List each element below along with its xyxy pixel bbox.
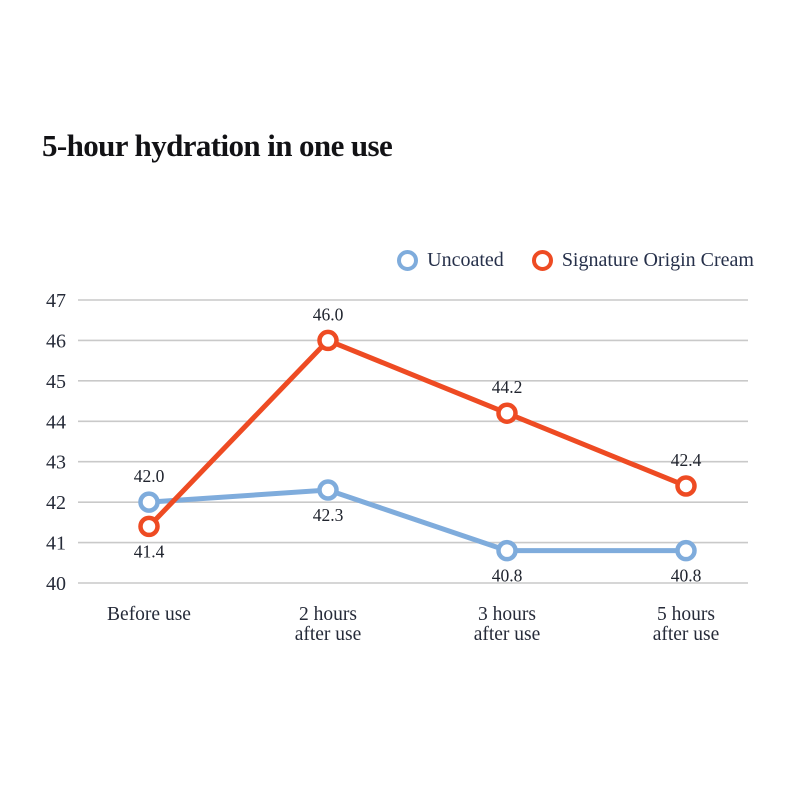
y-axis-tick: 44 [46,411,66,433]
uncoated-point-2 [496,539,518,562]
uncoated-point-0 [138,491,160,513]
x-axis-label: after use [295,624,362,645]
signature-origin-cream-point-2 [496,402,518,424]
y-axis-tick: 47 [46,290,66,312]
signature-origin-cream-point-1 [317,329,339,352]
legend-label-uncoated: Uncoated [427,249,504,271]
x-axis-label: after use [474,624,541,645]
y-axis-tick: 45 [46,371,66,393]
x-axis-label: after use [653,624,720,645]
signature-origin-cream-point-0 [138,515,160,538]
value-label: 44.2 [492,377,523,397]
value-label: 46.0 [313,304,344,324]
value-label: 42.3 [313,505,344,525]
uncoated-point-3 [675,539,697,562]
legend-item-signature-origin-cream: Signature Origin Cream [531,249,754,272]
legend: Uncoated Signature Origin Cream [397,249,754,272]
signature-origin-cream-ring-icon [531,250,553,271]
uncoated-line [148,487,686,554]
y-axis-tick: 42 [46,492,66,514]
x-axis-label: 2 hours [299,604,357,625]
x-axis-label: 3 hours [478,604,536,625]
value-label: 42.4 [671,450,702,470]
value-label: 42.0 [134,466,165,486]
uncoated-ring-icon [397,250,419,271]
y-axis-tick: 43 [46,452,66,474]
x-axis-label: 5 hours [657,604,715,625]
signature-origin-cream-line [147,337,687,529]
y-axis-tick: 40 [46,573,66,595]
signature-origin-cream-point-3 [675,475,697,497]
legend-label-signature-origin-cream: Signature Origin Cream [561,249,754,271]
value-label: 41.4 [134,541,165,561]
value-label: 40.8 [671,566,702,586]
chart-title: 5-hour hydration in one use [42,128,393,163]
x-axis-label: Before use [107,604,191,625]
legend-item-uncoated: Uncoated [397,249,504,272]
y-axis-tick: 46 [46,330,66,352]
y-axis-tick: 41 [46,533,66,555]
value-label: 40.8 [492,566,523,586]
uncoated-point-1 [317,479,339,501]
